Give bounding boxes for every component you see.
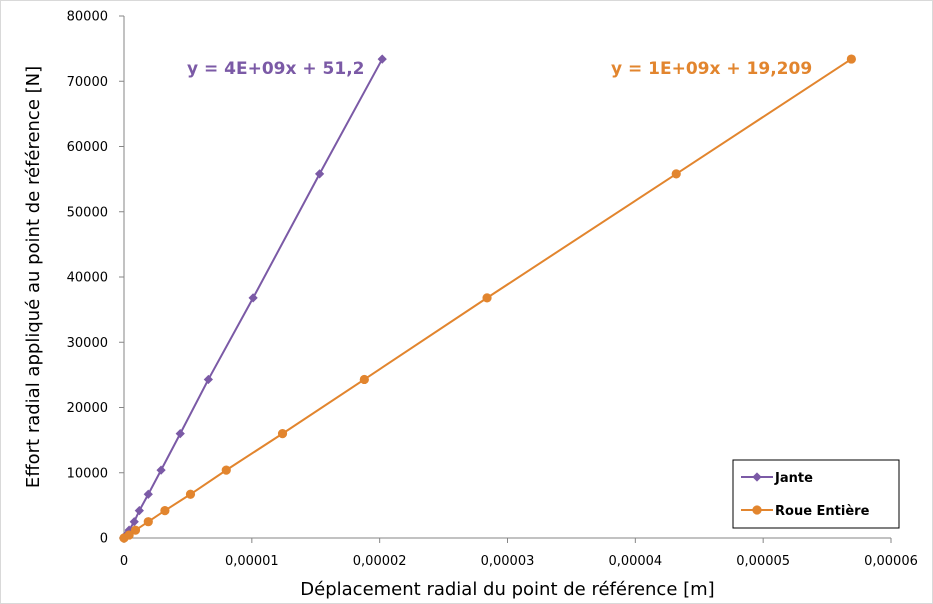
y-tick-label: 20000 [67, 401, 108, 416]
x-tick-label: 0,00002 [353, 554, 407, 569]
legend-entry: Roue Entière [775, 504, 870, 519]
trendline-equation-0: y = 4E+09x + 51,2 [187, 59, 365, 79]
y-axis-title: Effort radial appliqué au point de référ… [23, 66, 44, 488]
legend-swatch-marker [752, 472, 762, 482]
y-tick-label: 40000 [67, 271, 108, 286]
x-tick-label: 0,00001 [225, 554, 279, 569]
data-point [482, 293, 492, 303]
data-point [143, 489, 153, 499]
legend-swatch-marker [752, 505, 762, 515]
data-point [671, 169, 681, 179]
trendline-equation-1: y = 1E+09x + 19,209 [611, 59, 812, 79]
x-tick-label: 0,00004 [608, 554, 662, 569]
data-point [160, 505, 170, 516]
axes-layer: 0 10000 20000 30000 40000 50000 60000 70000 8000… [67, 10, 918, 570]
data-point [143, 517, 153, 527]
y-tick-label: 80000 [67, 10, 108, 25]
x-tick-label: 0,00003 [481, 554, 535, 569]
data-point [277, 429, 288, 439]
data-point [175, 428, 185, 439]
data-point [221, 465, 231, 475]
labels-layer: Déplacement radial du point de référence… [23, 59, 812, 600]
data-point [377, 54, 387, 64]
y-tick-label: 70000 [67, 75, 108, 90]
y-tick-label: 60000 [67, 140, 108, 155]
data-point [203, 374, 213, 385]
series-1 [119, 54, 856, 543]
series-layer [119, 54, 856, 543]
x-tick-label: 0,00005 [736, 554, 790, 569]
y-tick-label: 10000 [67, 466, 108, 481]
data-point [846, 54, 856, 64]
data-point [185, 489, 196, 499]
data-point [359, 374, 369, 385]
legend-entry: Jante [774, 471, 813, 486]
y-tick-label: 50000 [67, 205, 108, 220]
x-tick-label: 0 [120, 554, 128, 569]
data-point [134, 505, 144, 516]
data-point [130, 525, 141, 535]
x-axis-title: Déplacement radial du point de référence… [300, 579, 714, 600]
y-tick-label: 0 [100, 532, 108, 547]
data-point [124, 530, 134, 540]
data-point [156, 465, 166, 475]
y-tick-label: 30000 [67, 336, 108, 351]
data-point [314, 169, 325, 179]
legend: Jante Roue Entière [732, 459, 900, 529]
data-point [248, 293, 258, 303]
legend-box [732, 459, 900, 529]
x-tick-label: 0,00006 [864, 554, 918, 569]
